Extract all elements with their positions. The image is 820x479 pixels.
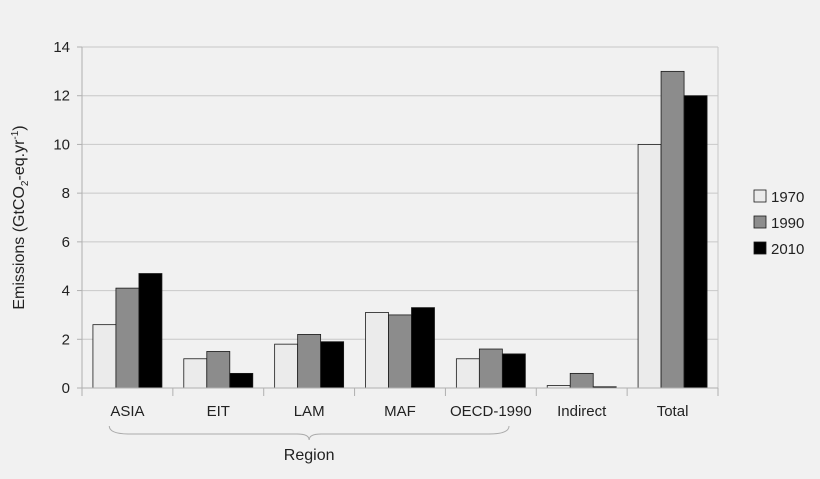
y-tick-label-2: 2 (62, 331, 70, 348)
legend-swatch-2010 (753, 241, 767, 255)
bar-lam-2010 (320, 341, 345, 389)
y-tick-label-0: 0 (62, 380, 70, 397)
bar-oecd-1990-1990 (478, 348, 503, 389)
legend-label-1990: 1990 (771, 215, 804, 232)
x-axis (81, 387, 719, 396)
bar-maf-1990 (388, 314, 412, 389)
bar-oecd-1990-1970 (455, 358, 480, 389)
y-axis-label-pre: Emissions (GtCO (11, 186, 28, 310)
y-axis-label-post: ) (11, 125, 28, 130)
bars (92, 70, 708, 389)
y-tick-label-8: 8 (62, 185, 70, 202)
bar-lam-1970 (274, 343, 299, 389)
y-axis-label: Emissions (GtCO2-eq.yr-1) (10, 125, 31, 309)
region-label: Region (284, 447, 335, 464)
gridlines (81, 46, 719, 389)
bar-eit-1970 (183, 358, 208, 389)
bar-oecd-1990-2010 (501, 353, 526, 389)
y-tick-label-14: 14 (53, 39, 70, 56)
bar-asia-1990 (115, 287, 140, 389)
x-tick-label-maf: MAF (384, 403, 416, 420)
bar-indirect-1990 (569, 372, 594, 389)
x-tick-label-oecd-1990: OECD-1990 (450, 403, 532, 420)
legend-label-1970: 1970 (771, 189, 804, 206)
bar-maf-2010 (411, 307, 435, 389)
bar-eit-2010 (229, 372, 254, 389)
x-tick-label-indirect: Indirect (557, 403, 607, 420)
y-tick-label-12: 12 (53, 88, 70, 105)
x-tick-label-asia: ASIA (110, 403, 144, 420)
bar-maf-1970 (365, 312, 389, 389)
y-axis-ticks: 0 2 4 6 8 10 12 14 (53, 39, 82, 397)
legend-swatch-1970 (753, 189, 767, 203)
bar-lam-1990 (297, 334, 322, 389)
bar-eit-1990 (206, 351, 231, 389)
region-brace (108, 425, 510, 441)
category-labels: ASIA EIT LAM MAF OECD-1990 Indirect Total (110, 403, 688, 420)
bar-asia-1970 (92, 324, 117, 389)
legend-swatch-1990 (753, 215, 767, 229)
y-tick-label-6: 6 (62, 234, 70, 251)
legend: 1970 1990 2010 (753, 189, 804, 258)
x-tick-label-lam: LAM (294, 403, 325, 420)
bar-asia-2010 (138, 273, 163, 389)
y-axis-label-mid: -eq.yr (11, 139, 28, 181)
bar-total-1990 (660, 70, 685, 389)
y-axis-label-sub: 2 (20, 180, 31, 186)
legend-label-2010: 2010 (771, 241, 804, 258)
x-tick-label-total: Total (657, 403, 689, 420)
y-axis-label-sup: -1 (10, 130, 21, 139)
bar-total-1970 (637, 144, 662, 389)
y-tick-label-4: 4 (62, 283, 70, 300)
x-tick-label-eit: EIT (207, 403, 230, 420)
bar-total-2010 (683, 95, 708, 389)
y-tick-label-10: 10 (53, 136, 70, 153)
